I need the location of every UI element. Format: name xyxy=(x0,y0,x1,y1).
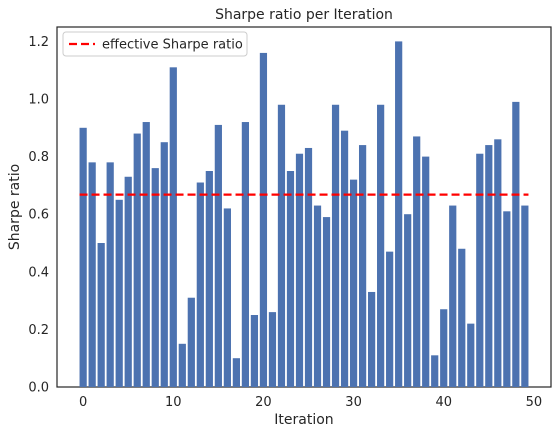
legend: effective Sharpe ratio xyxy=(62,31,248,57)
bar-iteration-40 xyxy=(440,309,448,387)
y-tick-label: 0.0 xyxy=(28,381,49,396)
bar-iteration-46 xyxy=(494,139,502,387)
bar-iteration-8 xyxy=(151,168,159,387)
y-tick-label: 0.4 xyxy=(28,265,49,280)
bar-iteration-34 xyxy=(386,251,394,387)
bar-iteration-33 xyxy=(377,104,385,387)
bar-iteration-25 xyxy=(304,147,313,387)
bar-iteration-22 xyxy=(277,104,286,387)
bar-iteration-2 xyxy=(97,243,105,387)
x-tick-label: 50 xyxy=(526,395,543,410)
bar-iteration-24 xyxy=(295,153,304,387)
bar-iteration-35 xyxy=(395,41,403,388)
bar-iteration-15 xyxy=(214,124,222,388)
bar-iteration-10 xyxy=(169,67,177,387)
bar-iteration-0 xyxy=(79,127,87,388)
y-tick-label: 0.2 xyxy=(28,323,49,338)
bar-iteration-43 xyxy=(467,323,475,387)
bar-iteration-26 xyxy=(313,205,322,387)
y-tick-label: 1.2 xyxy=(28,35,49,50)
bar-iteration-36 xyxy=(404,214,412,387)
x-tick-label: 40 xyxy=(435,395,452,410)
bar-iteration-47 xyxy=(503,211,511,387)
y-axis-label: Sharpe ratio xyxy=(7,164,23,250)
x-tick-label: 0 xyxy=(79,395,87,410)
bar-iteration-7 xyxy=(142,122,150,387)
bar-iteration-38 xyxy=(422,156,430,387)
bar-iteration-37 xyxy=(413,136,421,387)
bar-iteration-3 xyxy=(106,162,114,387)
bar-iteration-13 xyxy=(196,182,204,387)
y-tick-label: 1.0 xyxy=(28,93,49,108)
bar-iteration-41 xyxy=(449,205,457,387)
y-tick-label: 0.6 xyxy=(28,208,49,223)
bar-iteration-39 xyxy=(431,355,439,387)
bar-iteration-29 xyxy=(340,130,349,387)
bar-iteration-12 xyxy=(187,297,195,387)
bar-iteration-1 xyxy=(88,162,96,387)
bar-iteration-21 xyxy=(268,312,277,387)
x-axis-label: Iteration xyxy=(274,412,333,428)
bar-iteration-49 xyxy=(521,205,529,387)
bar-iteration-18 xyxy=(241,122,250,387)
bar-iteration-44 xyxy=(476,153,484,387)
x-axis-ticks: 0 10 20 30 40 50 xyxy=(79,395,542,410)
bar-iteration-6 xyxy=(133,133,141,387)
legend-box xyxy=(62,31,248,57)
bar-iteration-27 xyxy=(322,217,331,387)
bar-iteration-9 xyxy=(160,142,168,387)
plot-frame xyxy=(56,26,552,388)
x-tick-label: 10 xyxy=(165,395,182,410)
bar-iteration-30 xyxy=(349,179,358,387)
bar-iteration-19 xyxy=(250,315,259,387)
y-axis-ticks: 0.0 0.2 0.4 0.6 0.8 1.0 1.2 xyxy=(28,35,49,396)
bar-iteration-23 xyxy=(286,171,295,387)
chart-title: Sharpe ratio per Iteration xyxy=(215,7,393,23)
bar-iteration-28 xyxy=(331,104,340,387)
bar-iteration-45 xyxy=(485,145,493,387)
legend-entry-effective-sharpe: effective Sharpe ratio xyxy=(102,38,243,53)
bar-iteration-32 xyxy=(368,291,376,387)
bar-iteration-42 xyxy=(458,248,466,387)
y-tick-label: 0.8 xyxy=(28,150,49,165)
bar-iteration-5 xyxy=(124,176,132,387)
bar-iteration-31 xyxy=(358,145,367,387)
x-tick-label: 20 xyxy=(255,395,272,410)
bar-iteration-4 xyxy=(115,199,123,387)
bars-group xyxy=(79,41,529,388)
bar-iteration-17 xyxy=(232,358,240,387)
bar-iteration-20 xyxy=(259,52,268,388)
bar-iteration-16 xyxy=(223,208,231,387)
bar-iteration-14 xyxy=(205,171,213,387)
bar-iteration-11 xyxy=(178,343,186,387)
bar-iteration-48 xyxy=(512,101,520,387)
x-tick-label: 30 xyxy=(345,395,362,410)
